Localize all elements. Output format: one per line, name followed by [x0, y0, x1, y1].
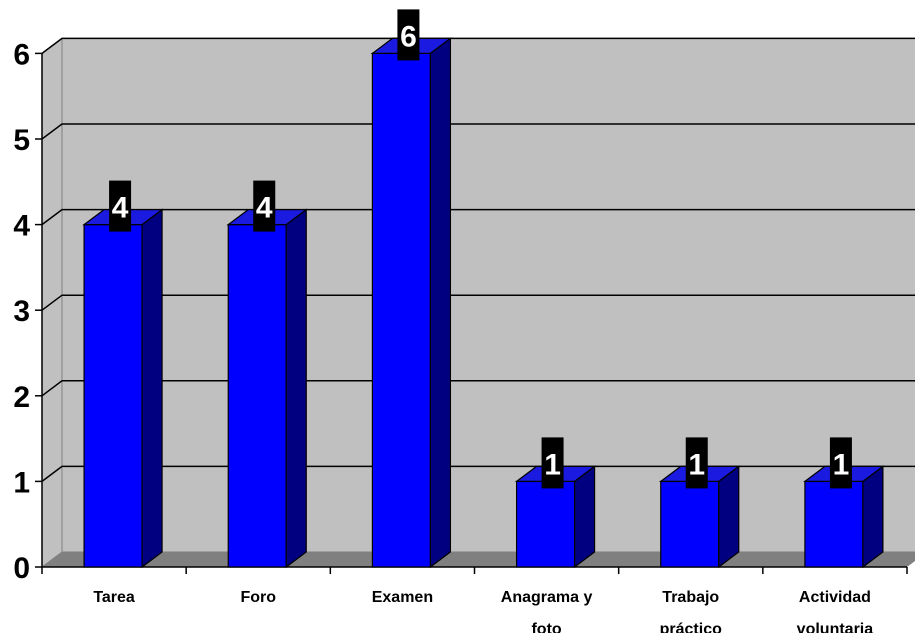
- bar-side: [141, 208, 163, 569]
- y-axis-tick-labels: 0 1 2 3 4 5 6: [13, 38, 30, 585]
- bar: [82, 208, 164, 569]
- data-label: 1: [829, 437, 852, 489]
- axes: [35, 52, 908, 574]
- x-category-label: Actividad voluntaria: [797, 589, 874, 633]
- bar-front: [660, 480, 720, 568]
- y-tick-label: 6: [13, 38, 30, 71]
- data-label: 1: [685, 437, 708, 489]
- y-tick-label: 2: [13, 381, 30, 414]
- data-label-box: [397, 9, 420, 61]
- gridlines: [41, 37, 915, 482]
- data-label-text: 4: [256, 192, 273, 225]
- data-label: 1: [541, 437, 564, 489]
- bar-side: [573, 465, 596, 569]
- x-category-label: Trabajo práctico: [660, 589, 722, 633]
- bar-front: [371, 52, 432, 568]
- bar-side: [718, 465, 740, 569]
- data-labels: 4 4 6 1 1 1: [109, 9, 852, 489]
- bar-front: [804, 480, 864, 568]
- bar: [370, 37, 453, 569]
- y-tick-label: 1: [13, 466, 30, 499]
- data-label-text: 6: [400, 20, 417, 53]
- gridline: [41, 465, 915, 482]
- data-label-box: [253, 180, 276, 232]
- y-tick-label: 4: [13, 210, 30, 243]
- gridline: [41, 380, 915, 397]
- chart-walls: [41, 37, 915, 568]
- y-tick-label: 0: [13, 552, 30, 585]
- bar-side: [285, 208, 307, 569]
- data-label: 4: [109, 180, 132, 232]
- bar: [803, 465, 885, 569]
- data-label-box: [541, 437, 564, 489]
- gridline: [41, 294, 915, 311]
- bar-side: [862, 465, 884, 569]
- x-category-label: Examen: [372, 589, 433, 606]
- bar: [514, 465, 597, 569]
- gridline: [41, 208, 915, 226]
- data-label: 6: [397, 9, 420, 61]
- bar-front: [227, 224, 287, 568]
- data-label-text: 1: [544, 448, 561, 481]
- floor: [42, 552, 915, 567]
- bars: [82, 37, 885, 569]
- gridline: [41, 37, 915, 55]
- data-label-box: [685, 437, 708, 489]
- x-category-label: Tarea: [93, 589, 135, 606]
- x-axis-category-labels: Tarea Foro Examen Anagrama y foto Trabajo prác…: [93, 589, 873, 633]
- data-label: 4: [253, 180, 276, 232]
- bar: [226, 208, 309, 569]
- x-category-label: Anagrama y foto: [501, 589, 593, 633]
- y-tick-label: 3: [13, 295, 30, 328]
- data-label-box: [829, 437, 852, 489]
- bar: [658, 465, 741, 569]
- y-tick-label: 5: [13, 124, 30, 157]
- gridline: [41, 123, 915, 140]
- data-label-box: [109, 180, 132, 232]
- bar-side: [429, 37, 452, 569]
- bar-front: [515, 480, 576, 568]
- x-category-label: Foro: [240, 589, 276, 606]
- data-label-text: 1: [688, 448, 705, 481]
- bar-front: [83, 224, 143, 568]
- data-label-text: 1: [833, 448, 850, 481]
- data-label-text: 4: [112, 192, 129, 225]
